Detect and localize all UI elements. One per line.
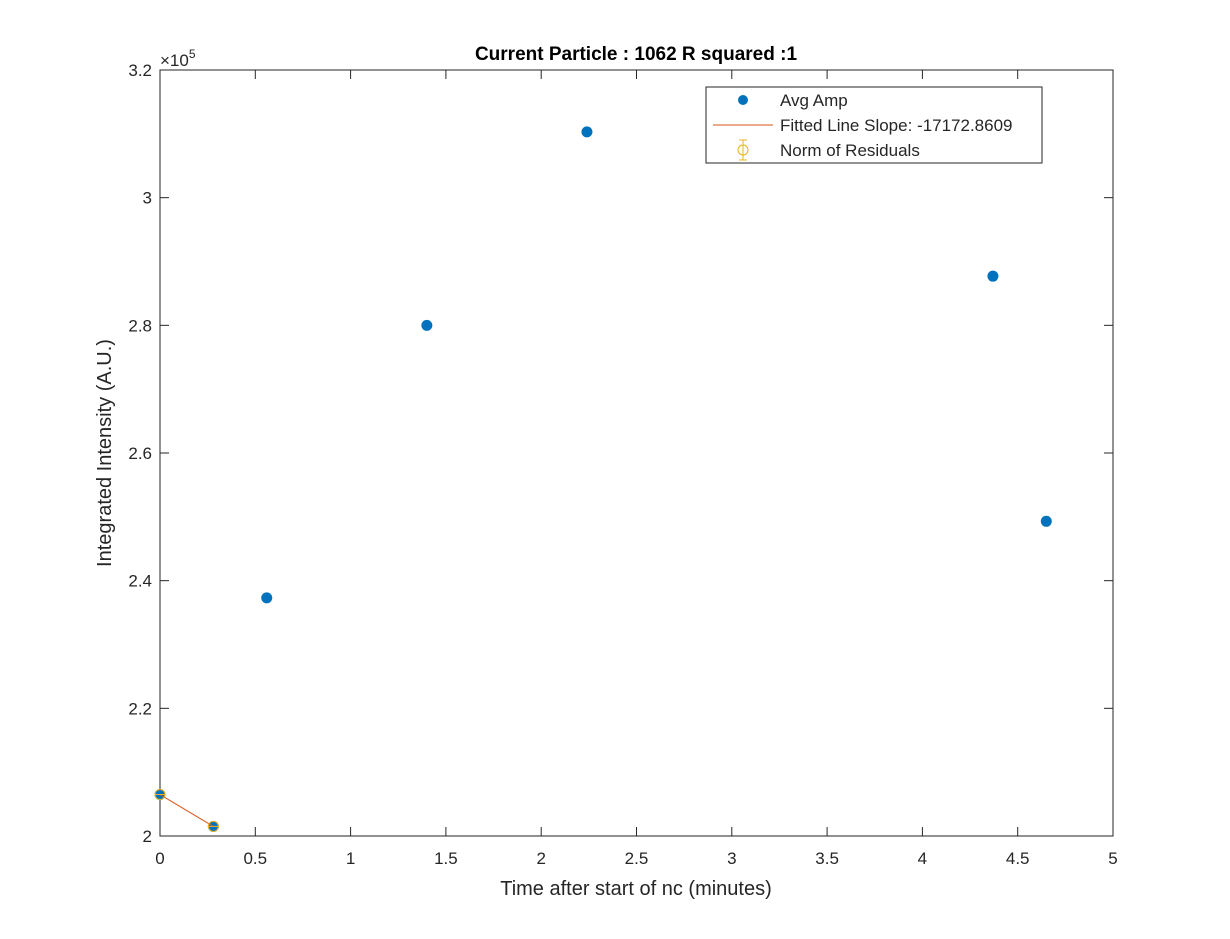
legend-item-norm-residuals: Norm of Residuals <box>737 139 920 161</box>
legend-label-norm-residuals: Norm of Residuals <box>780 141 920 160</box>
legend-marker-avg-amp <box>738 95 748 105</box>
y-tick-label: 2.4 <box>128 572 152 591</box>
x-tick-label: 0 <box>155 849 164 868</box>
y-exponent-base: ×10 <box>160 51 189 70</box>
legend-item-avg-amp: Avg Amp <box>738 91 848 110</box>
y-exponent-power: 5 <box>189 47 196 61</box>
x-axis-label: Time after start of nc (minutes) <box>500 878 772 900</box>
y-exponent-label: ×105 <box>160 47 196 70</box>
x-tick-label: 1.5 <box>434 849 458 868</box>
y-tick-label: 3.2 <box>128 61 152 80</box>
y-axis-label: Integrated Intensity (A.U.) <box>94 339 116 567</box>
legend: Avg Amp Fitted Line Slope: -17172.8609 N… <box>705 86 1043 164</box>
axes: 0 0.5 1 1.5 2 2.5 3 3.5 4 4.5 5 22.22.42.62.833.2 … <box>94 47 1118 900</box>
y-tick-label: 2 <box>143 827 152 846</box>
y-tick-label: 3 <box>143 189 152 208</box>
x-tick-label: 5 <box>1108 849 1117 868</box>
data-point-avg-amp <box>581 126 593 138</box>
legend-errorbar-marker <box>737 144 749 156</box>
x-tick-label: 2 <box>536 849 545 868</box>
plot-box <box>159 69 1114 837</box>
x-tick-label: 3 <box>727 849 736 868</box>
legend-label-fitted-line: Fitted Line Slope: -17172.8609 <box>780 116 1013 135</box>
x-axis-ticks: 0 0.5 1 1.5 2 2.5 3 3.5 4 4.5 5 <box>155 70 1118 868</box>
plot-area <box>154 126 1052 832</box>
data-point-avg-amp <box>261 592 273 604</box>
x-tick-label: 4.5 <box>1006 849 1030 868</box>
y-axis-ticks: 2 2.2 2.4 2.6 2.8 3 3.2 <box>128 61 1113 846</box>
legend-item-fitted-line: Fitted Line Slope: -17172.8609 <box>713 116 1013 135</box>
legend-label-avg-amp: Avg Amp <box>780 91 848 110</box>
data-point-avg-amp <box>421 319 433 331</box>
data-point-avg-amp <box>1040 515 1052 527</box>
data-point-avg-amp <box>987 270 999 282</box>
x-tick-label: 3.5 <box>815 849 839 868</box>
x-tick-label: 4 <box>918 849 927 868</box>
chart-title: Current Particle : 1062 R squared :1 <box>475 44 797 65</box>
x-tick-label: 0.5 <box>243 849 267 868</box>
fitted-line <box>159 794 214 827</box>
x-tick-label: 1 <box>346 849 355 868</box>
y-tick-label: 2.6 <box>128 444 152 463</box>
y-tick-label: 2.8 <box>128 316 152 335</box>
y-tick-label: 2.2 <box>128 699 152 718</box>
x-tick-label: 2.5 <box>625 849 649 868</box>
svg-text:×105: ×105 <box>160 47 196 70</box>
